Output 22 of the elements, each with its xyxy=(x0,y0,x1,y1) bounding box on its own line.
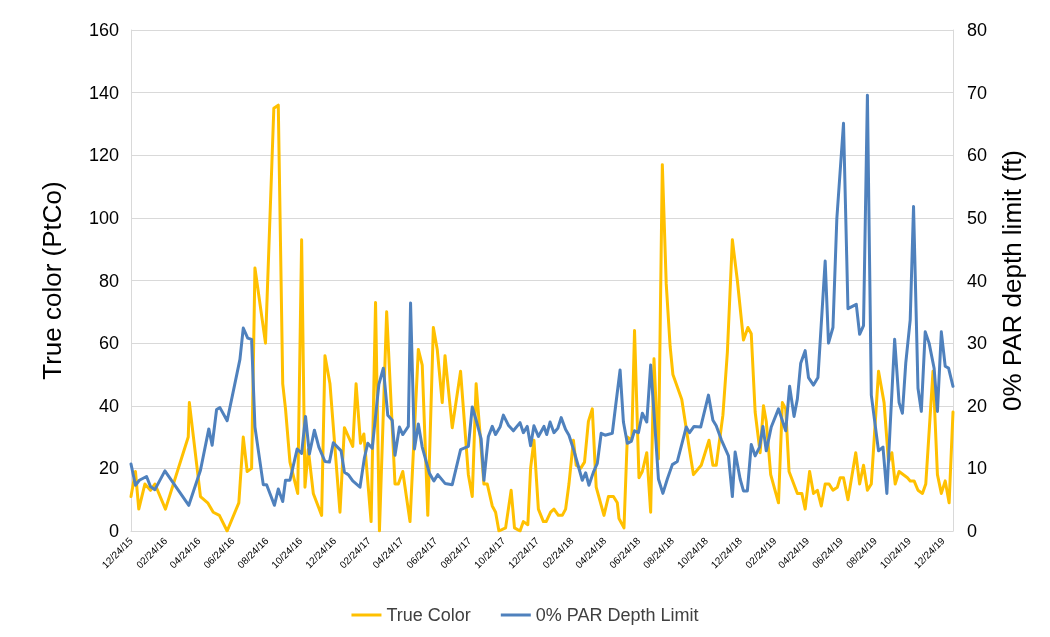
y2-tick-label: 0 xyxy=(967,521,978,541)
legend-label: 0% PAR Depth Limit xyxy=(535,605,699,625)
y2-tick-label: 40 xyxy=(967,270,988,291)
y-tick-label: 20 xyxy=(98,458,119,479)
y-tick-label: 0 xyxy=(108,521,119,541)
y2-tick-label: 30 xyxy=(967,333,988,354)
y2-axis-title: 0% PAR depth limit (ft) xyxy=(997,149,1027,412)
y2-tick-label: 60 xyxy=(967,145,988,166)
y-axis-title: True color (PtCo) xyxy=(37,181,67,380)
y-tick-label: 60 xyxy=(98,333,119,354)
y2-tick-label: 50 xyxy=(967,207,988,228)
y2-tick-label: 10 xyxy=(967,458,988,479)
y2-tick-label: 70 xyxy=(967,82,988,103)
y-tick-label: 160 xyxy=(88,20,119,40)
y-tick-label: 140 xyxy=(88,82,119,103)
y-tick-label: 80 xyxy=(98,270,119,291)
y-tick-label: 100 xyxy=(88,207,119,228)
y2-tick-label: 80 xyxy=(967,20,988,40)
legend-label: True Color xyxy=(386,605,471,625)
y-tick-label: 40 xyxy=(98,395,119,416)
y-tick-label: 120 xyxy=(88,145,119,166)
y2-tick-label: 20 xyxy=(967,395,988,416)
